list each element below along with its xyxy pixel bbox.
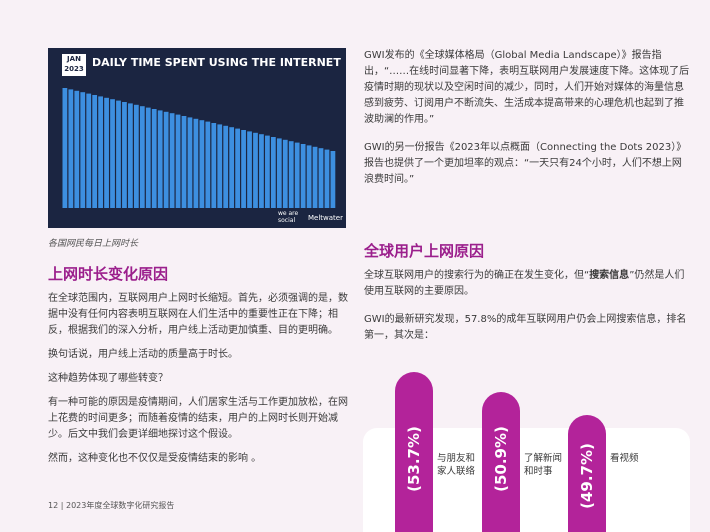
image-bar — [116, 100, 121, 208]
text: ”仍然是人们使用互联网的主要原因。 — [364, 270, 685, 297]
image-bar — [92, 95, 98, 208]
image-bar — [294, 142, 300, 208]
image-bar — [80, 92, 86, 208]
percent: (53.7%) — [405, 426, 423, 492]
image-bar — [306, 145, 312, 208]
heading: 上网时长变化原因 — [48, 265, 169, 283]
footer-title: 2023年度全球数字化研究报告 — [65, 501, 175, 510]
image-bar — [151, 109, 157, 208]
image-bar — [330, 151, 336, 208]
paragraph: GWI的最新研究发现，57.8%的成年互联网用户仍会上网搜索信息，排名第一，其次… — [364, 314, 687, 341]
pill — [482, 392, 520, 532]
reason: (49.7%) — [568, 415, 606, 532]
heading: 全球用户上网原因 — [364, 242, 485, 260]
caption: 各国网民每日上网时长 — [48, 239, 139, 249]
image-bar — [68, 89, 74, 208]
separator: | — [60, 501, 64, 510]
image-bar — [199, 120, 205, 208]
image-bar — [300, 144, 306, 208]
bars — [62, 88, 336, 208]
brand: Meltwater — [308, 214, 343, 222]
image-bar — [282, 139, 288, 208]
image-bar — [223, 125, 229, 208]
image-bar — [122, 102, 127, 208]
reason: (53.7%) — [395, 372, 433, 532]
reason-label: 与朋友和家人联络 — [437, 453, 476, 477]
image-bar — [86, 93, 92, 208]
right-column: 全球互联网用户的搜索行为的确正在发生变化，但“搜索信息”仍然是人们使用互联网的主… — [364, 268, 690, 344]
image-bar — [187, 117, 193, 208]
image-bar — [259, 134, 264, 208]
paragraph: 这种趋势体现了哪些转变？ — [48, 373, 168, 384]
image-bar — [235, 128, 240, 208]
image-bar — [211, 123, 217, 208]
paragraph: GWI的另一份报告《2023年以点概面（Connecting the Dots … — [364, 142, 687, 185]
image-bar — [104, 97, 109, 208]
image-bar — [133, 104, 139, 208]
badge: JAN 2023 — [62, 54, 86, 76]
image-bar — [74, 90, 80, 208]
image-bar — [288, 141, 294, 208]
image-bar — [324, 149, 330, 208]
image-bar — [193, 118, 199, 208]
reason-label: 了解新闻和时事 — [524, 453, 563, 477]
image-bar — [312, 146, 318, 208]
image-bar — [229, 127, 235, 208]
image-bar — [98, 96, 103, 208]
image-bar — [270, 137, 276, 208]
percent: (49.7%) — [578, 443, 596, 509]
left-column: 在全球范围内，互联网用户上网时长缩短。首先，必须强调的是，数据中没有任何内容表明… — [48, 291, 348, 467]
image-bar — [265, 135, 270, 208]
pill — [568, 415, 606, 532]
image-bar — [139, 106, 145, 208]
brand: we are social — [278, 210, 299, 224]
image-bar — [205, 121, 211, 208]
image-bar — [145, 107, 151, 208]
right-column: GWI发布的《全球媒体格局（Global Media Landscape）》报告… — [364, 48, 690, 188]
image-bar — [175, 114, 181, 208]
image-bar — [163, 111, 169, 208]
image-bar — [181, 116, 187, 208]
footer: 12 | 2023年度全球数字化研究报告 — [48, 500, 174, 511]
badge-text: JAN — [67, 55, 81, 63]
reason-label: 看视频 — [610, 453, 639, 464]
page-number: 12 — [48, 501, 59, 510]
pill — [395, 372, 433, 532]
paragraph: 在全球范围内，互联网用户上网时长缩短。首先，必须强调的是，数据中没有任何内容表明… — [48, 293, 348, 336]
text: 全球互联网用户的搜索行为的确正在发生变化，但“ — [364, 270, 590, 281]
badge-text: 2023 — [64, 65, 84, 73]
paragraph: 然而，这种变化也不仅仅是受疫情结束的影响 。 — [48, 453, 262, 464]
image-bar — [241, 130, 246, 208]
percent: (50.9%) — [492, 426, 510, 492]
image-bar — [247, 131, 252, 208]
image-title: DAILY TIME SPENT USING THE INTERNET — [92, 56, 341, 69]
image-bar — [128, 103, 133, 208]
paragraph: GWI发布的《全球媒体格局（Global Media Landscape）》报告… — [364, 50, 690, 125]
paragraph: 换句话说，用户线上活动的质量高于时长。 — [48, 349, 238, 360]
paragraph: 有一种可能的原因是疫情期间，人们居家生活与工作更加放松，在网上花费的时间更多；而… — [48, 397, 348, 440]
image-bar — [169, 113, 175, 208]
image-bar — [62, 88, 68, 208]
image-bar — [276, 138, 282, 208]
image-bar — [217, 124, 223, 208]
image-bar — [253, 132, 258, 208]
reason: (50.9%) — [482, 392, 520, 532]
chart-image: JAN 2023 DAILY TIME SPENT USING THE INTER… — [48, 48, 346, 228]
paragraph: 全球互联网用户的搜索行为的确正在发生变化，但“搜索信息”仍然是人们使用互联网的主… — [364, 268, 690, 300]
image-bar — [318, 148, 324, 208]
bold-text: 搜索信息 — [589, 270, 630, 281]
image-bar — [110, 99, 115, 208]
image-bar — [157, 110, 163, 208]
